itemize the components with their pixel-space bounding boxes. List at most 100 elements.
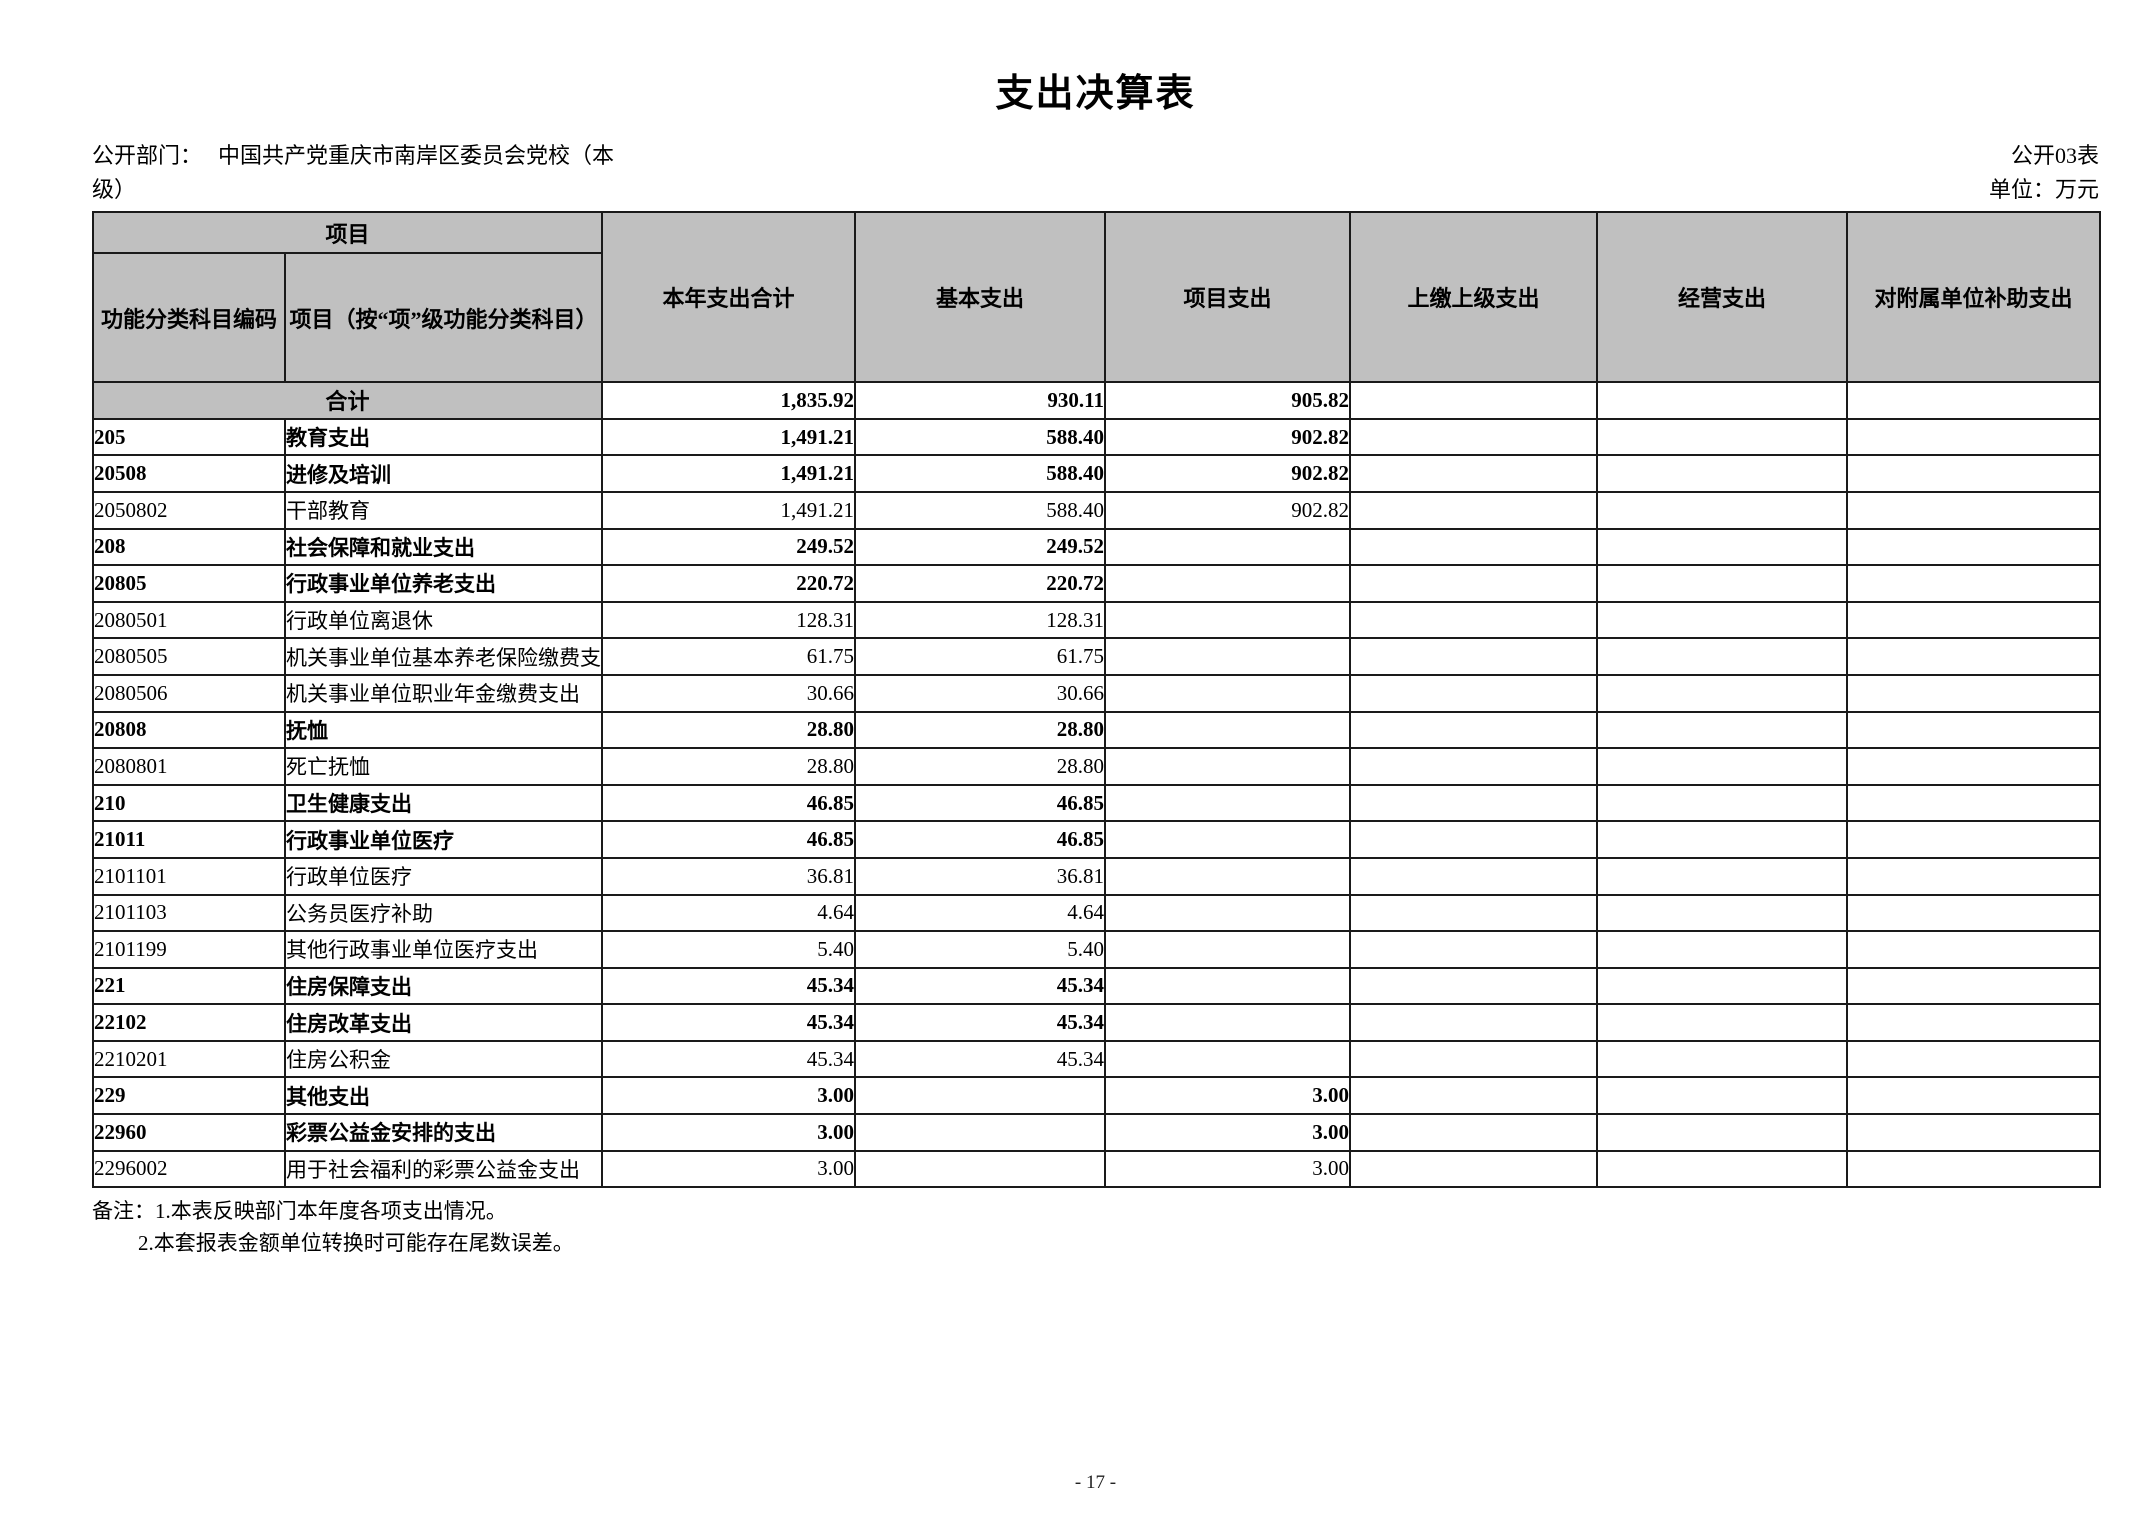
cell-basic [854, 1113, 1107, 1152]
cell-total: 128.31 [601, 600, 857, 640]
cell-operating [1596, 930, 1849, 969]
cell-subsidy [1846, 527, 2102, 567]
cell-subsidy [1846, 1039, 2102, 1079]
note-line-1: 备注：1.本表反映部门本年度各项支出情况。 [92, 1199, 507, 1224]
cell-project [1104, 673, 1352, 713]
cell-basic: 28.80 [854, 710, 1107, 750]
department-value: 中国共产党重庆市南岸区委员会党校（本级） [92, 143, 615, 203]
cell-basic: 588.40 [854, 417, 1107, 457]
cell-function-code: 2050802 [92, 490, 286, 530]
cell-item-name: 教育支出 [283, 417, 604, 457]
cell-function-code: 21011 [92, 820, 286, 859]
cell-item-name: 机关事业单位基本养老保险缴费支出 [283, 637, 604, 676]
cell-function-code: 2101199 [92, 930, 286, 969]
cell-item-name: 行政事业单位医疗 [283, 820, 604, 859]
cell-operating [1596, 1113, 1849, 1152]
cell-basic: 30.66 [854, 673, 1107, 713]
note-line-2: 2.本套报表金额单位转换时可能存在尾数误差。 [138, 1230, 574, 1255]
table-row: 22102 住房改革支出 45.34 45.34 [92, 1003, 2102, 1042]
cell-total: 45.34 [601, 1039, 857, 1079]
cell-operating [1596, 454, 1849, 493]
cell-item-name: 进修及培训 [283, 454, 604, 493]
cell-total: 3.00 [601, 1149, 857, 1189]
cell-function-code: 229 [92, 1076, 286, 1116]
cell-subsidy [1846, 856, 2102, 896]
cell-total-label: 合计 [91, 381, 604, 420]
cell-item-name: 卫生健康支出 [283, 783, 604, 823]
cell-operating [1596, 710, 1849, 750]
cell-basic: 4.64 [854, 893, 1107, 933]
cell-function-code: 22102 [92, 1003, 286, 1042]
cell-item-name: 其他行政事业单位医疗支出 [283, 930, 604, 969]
cell-subsidy [1846, 820, 2102, 859]
cell-subsidy [1846, 1113, 2102, 1152]
cell-operating [1596, 673, 1849, 713]
cell-item-name: 彩票公益金安排的支出 [283, 1113, 604, 1152]
cell-upper [1349, 600, 1599, 640]
cell-subsidy [1846, 564, 2102, 603]
cell-total: 1,491.21 [601, 454, 857, 493]
cell-basic [854, 1076, 1107, 1116]
cell-item-name: 住房改革支出 [283, 1003, 604, 1042]
cell-total: 1,835.92 [601, 381, 857, 420]
header-col-subsidy: 对附属单位补助支出 [1846, 211, 2102, 384]
cell-project: 3.00 [1104, 1076, 1352, 1116]
expenditure-table: 项目 本年支出合计 基本支出 项目支出 上缴上级支出 经营支出 对附属单位补助支… [91, 211, 2102, 1189]
cell-basic: 588.40 [854, 490, 1107, 530]
cell-subsidy [1846, 710, 2102, 750]
publish-department: 公开部门： 中国共产党重庆市南岸区委员会党校（本级） [92, 139, 632, 207]
cell-subsidy [1846, 637, 2102, 676]
cell-subsidy [1846, 600, 2102, 640]
cell-total: 28.80 [601, 747, 857, 786]
cell-item-name: 住房保障支出 [283, 966, 604, 1006]
cell-function-code: 2101101 [92, 856, 286, 896]
cell-total: 46.85 [601, 820, 857, 859]
cell-upper [1349, 966, 1599, 1006]
cell-project [1104, 1003, 1352, 1042]
department-label: 公开部门： [92, 143, 203, 168]
cell-total: 3.00 [601, 1076, 857, 1116]
cell-item-name: 住房公积金 [283, 1039, 604, 1079]
cell-project [1104, 783, 1352, 823]
cell-basic: 46.85 [854, 820, 1107, 859]
header-project-group: 项目 [91, 211, 604, 255]
header-function-code: 功能分类科目编码 [92, 252, 286, 384]
table-row: 2080801 死亡抚恤 28.80 28.80 [92, 747, 2102, 786]
cell-function-code: 205 [92, 417, 286, 457]
table-row: 208 社会保障和就业支出 249.52 249.52 [92, 527, 2102, 567]
table-row: 2101199 其他行政事业单位医疗支出 5.40 5.40 [92, 930, 2102, 969]
table-row: 2101103 公务员医疗补助 4.64 4.64 [92, 893, 2102, 933]
cell-total: 1,491.21 [601, 490, 857, 530]
table-row: 20508 进修及培训 1,491.21 588.40 902.82 [92, 454, 2102, 493]
cell-upper [1349, 637, 1599, 676]
cell-subsidy [1846, 1003, 2102, 1042]
cell-subsidy [1846, 673, 2102, 713]
cell-upper [1349, 1039, 1599, 1079]
header-col-basic: 基本支出 [854, 211, 1107, 384]
meta-right: 公开03表 单位：万元 [1989, 139, 2099, 207]
cell-subsidy [1846, 417, 2102, 457]
cell-total: 5.40 [601, 930, 857, 969]
table-row: 2050802 干部教育 1,491.21 588.40 902.82 [92, 490, 2102, 530]
cell-item-name: 其他支出 [283, 1076, 604, 1116]
cell-item-name: 行政事业单位养老支出 [283, 564, 604, 603]
cell-upper [1349, 1149, 1599, 1189]
table-row: 21011 行政事业单位医疗 46.85 46.85 [92, 820, 2102, 859]
cell-total: 249.52 [601, 527, 857, 567]
cell-upper [1349, 381, 1599, 420]
cell-project [1104, 820, 1352, 859]
cell-subsidy [1846, 1149, 2102, 1189]
cell-function-code: 2080801 [92, 747, 286, 786]
cell-operating [1596, 527, 1849, 567]
cell-project [1104, 710, 1352, 750]
meta-row: 公开部门： 中国共产党重庆市南岸区委员会党校（本级） 公开03表 单位：万元 [92, 139, 2099, 207]
cell-project: 902.82 [1104, 417, 1352, 457]
cell-operating [1596, 600, 1849, 640]
table-row: 合计 1,835.92 930.11 905.82 [91, 381, 2102, 420]
header-col-operating: 经营支出 [1596, 211, 1849, 384]
header-col-total: 本年支出合计 [601, 211, 857, 384]
cell-operating [1596, 1003, 1849, 1042]
cell-function-code: 2080505 [92, 637, 286, 676]
cell-basic: 5.40 [854, 930, 1107, 969]
